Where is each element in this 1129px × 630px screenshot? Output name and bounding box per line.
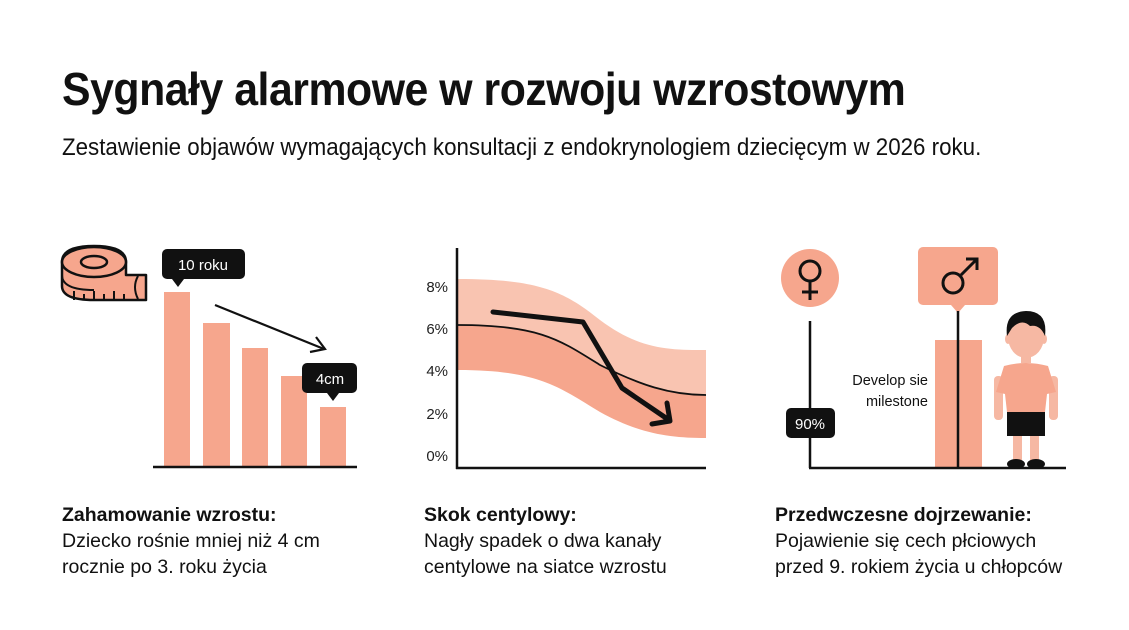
boy-figure-icon bbox=[994, 311, 1058, 469]
y-tick: 6% bbox=[426, 321, 448, 338]
y-tick: 0% bbox=[426, 448, 448, 465]
caption-text: rocznie po 3. roku życia bbox=[62, 556, 267, 578]
bar bbox=[281, 376, 307, 467]
child-growth-line bbox=[490, 309, 669, 421]
y-tick: 8% bbox=[426, 279, 448, 296]
caption-early-puberty: Przedwczesne dojrzewanie: Pojawienie się… bbox=[775, 502, 1062, 580]
centile-band-lower bbox=[458, 325, 706, 438]
caption-text: Dziecko rośnie mniej niż 4 cm bbox=[62, 530, 320, 552]
centile-band-upper bbox=[458, 279, 706, 395]
child-growth-arrowhead bbox=[649, 400, 673, 427]
caption-heading: Zahamowanie wzrostu: bbox=[62, 504, 277, 526]
milestone-label: Develop sie bbox=[852, 373, 928, 389]
caption-text: centylowe na siatce wzrostu bbox=[424, 556, 667, 578]
caption-text: Nagły spadek o dwa kanały bbox=[424, 530, 662, 552]
tape-measure-icon bbox=[60, 244, 148, 302]
caption-centile-jump: Skok centylowy: Nagły spadek o dwa kanał… bbox=[424, 502, 667, 580]
caption-text: przed 9. rokiem życia u chłopców bbox=[775, 556, 1063, 578]
caption-heading: Skok centylowy: bbox=[424, 504, 577, 526]
trend-arrow bbox=[214, 303, 327, 354]
y-tick: 2% bbox=[426, 406, 448, 423]
svg-text:4cm: 4cm bbox=[316, 371, 344, 388]
tag-first-bar: 10 roku bbox=[162, 249, 245, 287]
caption-text: Pojawienie się cech płciowych bbox=[775, 530, 1037, 552]
puberty-diagram: 90% Develop sie milestone bbox=[781, 247, 1066, 470]
svg-text:10 roku: 10 roku bbox=[178, 257, 228, 274]
bar bbox=[242, 348, 268, 467]
bar bbox=[320, 407, 346, 467]
y-tick: 4% bbox=[426, 363, 448, 380]
svg-text:90%: 90% bbox=[795, 416, 825, 433]
female-symbol-icon bbox=[781, 249, 839, 307]
page-title: Sygnały alarmowe w rozwoju wzrostowym bbox=[62, 63, 906, 115]
reference-centile-line bbox=[457, 324, 707, 396]
bar bbox=[203, 323, 230, 467]
centile-chart: 8% 6% 4% 2% 0% bbox=[426, 248, 707, 470]
tag-last-bar: 4cm bbox=[302, 363, 357, 401]
caption-heading: Przedwczesne dojrzewanie: bbox=[775, 504, 1032, 526]
milestone-label: milestone bbox=[866, 394, 928, 410]
growth-bar-chart: 10 roku 4cm bbox=[153, 249, 357, 469]
bar bbox=[164, 292, 190, 467]
male-symbol-icon bbox=[918, 247, 998, 313]
caption-growth-slowdown: Zahamowanie wzrostu: Dziecko rośnie mnie… bbox=[62, 502, 320, 580]
badge-90: 90% bbox=[786, 408, 835, 438]
page-subtitle: Zestawienie objawów wymagających konsult… bbox=[62, 134, 982, 161]
